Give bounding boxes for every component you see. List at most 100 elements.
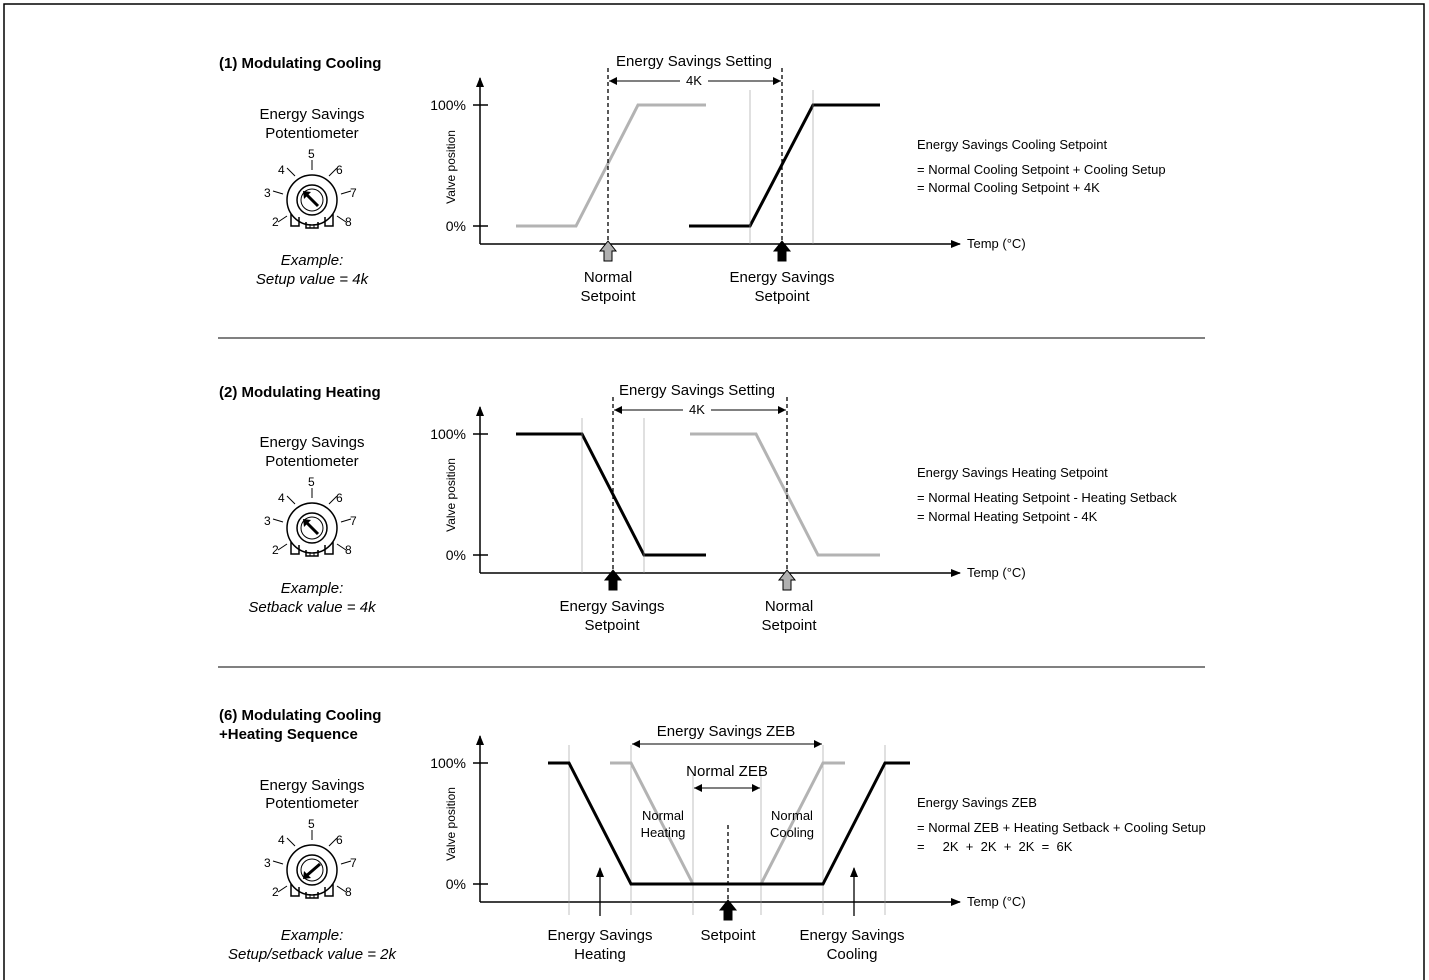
potentiometer-dial-icon: 2 3 4 5 6 7 8	[264, 817, 357, 899]
y-tick-100: 100%	[430, 426, 466, 442]
dial-number-4: 4	[278, 163, 285, 177]
normal-cooling-line1: Normal	[771, 808, 813, 823]
dial-number-8: 8	[345, 885, 352, 899]
equation-title: Energy Savings ZEB	[917, 795, 1037, 810]
example-line2: Setup value = 4k	[256, 271, 370, 288]
y-tick-100: 100%	[430, 97, 466, 113]
potentiometer-dial-icon: 2 3 4 5 6 7 8	[264, 475, 357, 557]
y-axis-label: Valve position	[444, 130, 458, 204]
energy-savings-zeb-label: Energy Savings ZEB	[657, 723, 795, 740]
y-tick-100: 100%	[430, 755, 466, 771]
example-line2: Setup/setback value = 2k	[228, 946, 398, 963]
normal-heating-line1: Normal	[642, 808, 684, 823]
pot-label-line2: Potentiometer	[265, 795, 358, 812]
energy-savings-setting-label: Energy Savings Setting	[616, 53, 772, 70]
dial-number-6: 6	[336, 833, 343, 847]
equation-line1: = Normal Heating Setpoint - Heating Setb…	[917, 490, 1177, 505]
marker-cool-line1: Energy Savings	[799, 927, 904, 944]
marker-b-line1: Normal	[765, 598, 813, 615]
marker-b-line2: Setpoint	[761, 617, 817, 634]
panel-cooling-heating-sequence: (6) Modulating Cooling +Heating Sequence…	[219, 707, 1206, 963]
pot-label-line1: Energy Savings	[259, 777, 364, 794]
panel-title-line1: (6) Modulating Cooling	[219, 707, 381, 724]
pot-label-line1: Energy Savings	[259, 106, 364, 123]
example-line1: Example:	[281, 252, 344, 269]
marker-a-line2: Setpoint	[584, 617, 640, 634]
energy-savings-heating-curve	[516, 432, 706, 557]
energy-savings-setpoint-marker-icon	[603, 569, 623, 591]
panel-title-line2: +Heating Sequence	[219, 726, 358, 743]
marker-a-line2: Setpoint	[580, 288, 636, 305]
normal-sequence-curve	[610, 761, 845, 886]
example-line1: Example:	[281, 927, 344, 944]
panel-title: (2) Modulating Heating	[219, 384, 381, 401]
equation-line2: = 2K + 2K + 2K = 6K	[917, 839, 1073, 854]
dial-number-7: 7	[350, 186, 357, 200]
setting-value: 4K	[689, 402, 705, 417]
energy-savings-cooling-curve	[689, 103, 880, 228]
pot-label-line1: Energy Savings	[259, 434, 364, 451]
energy-savings-setting-label: Energy Savings Setting	[619, 382, 775, 399]
dial-number-8: 8	[345, 543, 352, 557]
y-axis-label: Valve position	[444, 458, 458, 532]
equation-line2: = Normal Heating Setpoint - 4K	[917, 509, 1098, 524]
outer-border	[3, 3, 1425, 980]
equation-line1: = Normal Cooling Setpoint + Cooling Setu…	[917, 162, 1166, 177]
example-line1: Example:	[281, 580, 344, 597]
panel-modulating-heating: (2) Modulating Heating Energy Savings Po…	[219, 382, 1177, 634]
energy-savings-setpoint-marker-icon	[772, 240, 792, 262]
marker-cool-line2: Cooling	[827, 946, 878, 963]
marker-heat-line1: Energy Savings	[547, 927, 652, 944]
equation-title: Energy Savings Cooling Setpoint	[917, 137, 1107, 152]
normal-heating-line2: Heating	[641, 825, 686, 840]
dial-number-4: 4	[278, 491, 285, 505]
equation-line1: = Normal ZEB + Heating Setback + Cooling…	[917, 820, 1206, 835]
setting-value: 4K	[686, 73, 702, 88]
dial-number-5: 5	[308, 475, 315, 489]
normal-cooling-curve	[516, 103, 706, 228]
dial-number-6: 6	[336, 491, 343, 505]
dial-number-3: 3	[264, 514, 271, 528]
x-axis-label: Temp (°C)	[967, 565, 1026, 580]
marker-b-line2: Setpoint	[754, 288, 810, 305]
normal-setpoint-marker-icon	[777, 569, 797, 591]
dial-number-7: 7	[350, 856, 357, 870]
equation-title: Energy Savings Heating Setpoint	[917, 465, 1108, 480]
dial-number-2: 2	[272, 215, 279, 229]
dial-number-2: 2	[272, 543, 279, 557]
equation-line2: = Normal Cooling Setpoint + 4K	[917, 180, 1100, 195]
pot-label-line2: Potentiometer	[265, 125, 358, 142]
dial-number-7: 7	[350, 514, 357, 528]
marker-a-line1: Energy Savings	[559, 598, 664, 615]
y-axis-label: Valve position	[444, 787, 458, 861]
normal-setpoint-marker-icon	[598, 240, 618, 262]
marker-b-line1: Energy Savings	[729, 269, 834, 286]
y-tick-0: 0%	[446, 218, 466, 234]
dial-number-3: 3	[264, 186, 271, 200]
example-line2: Setback value = 4k	[248, 599, 377, 616]
dial-number-8: 8	[345, 215, 352, 229]
dial-number-4: 4	[278, 833, 285, 847]
dial-number-5: 5	[308, 147, 315, 161]
dial-number-3: 3	[264, 856, 271, 870]
marker-a-line1: Normal	[584, 269, 632, 286]
x-axis-label: Temp (°C)	[967, 236, 1026, 251]
setpoint-marker-icon	[718, 899, 738, 921]
marker-heat-line2: Heating	[574, 946, 626, 963]
marker-setpoint: Setpoint	[700, 927, 756, 944]
y-tick-0: 0%	[446, 876, 466, 892]
panel-title: (1) Modulating Cooling	[219, 55, 381, 72]
panel-modulating-cooling: (1) Modulating Cooling Energy Savings Po…	[219, 53, 1166, 305]
normal-zeb-label: Normal ZEB	[686, 763, 768, 780]
pot-label-line2: Potentiometer	[265, 453, 358, 470]
y-tick-0: 0%	[446, 547, 466, 563]
normal-heating-curve	[690, 432, 880, 557]
dial-number-5: 5	[308, 817, 315, 831]
normal-cooling-line2: Cooling	[770, 825, 814, 840]
energy-savings-sequence-curve	[548, 761, 910, 886]
dial-number-6: 6	[336, 163, 343, 177]
potentiometer-dial-icon: 2 3 4 5 6 7 8	[264, 147, 357, 229]
x-axis-label: Temp (°C)	[967, 894, 1026, 909]
dial-number-2: 2	[272, 885, 279, 899]
